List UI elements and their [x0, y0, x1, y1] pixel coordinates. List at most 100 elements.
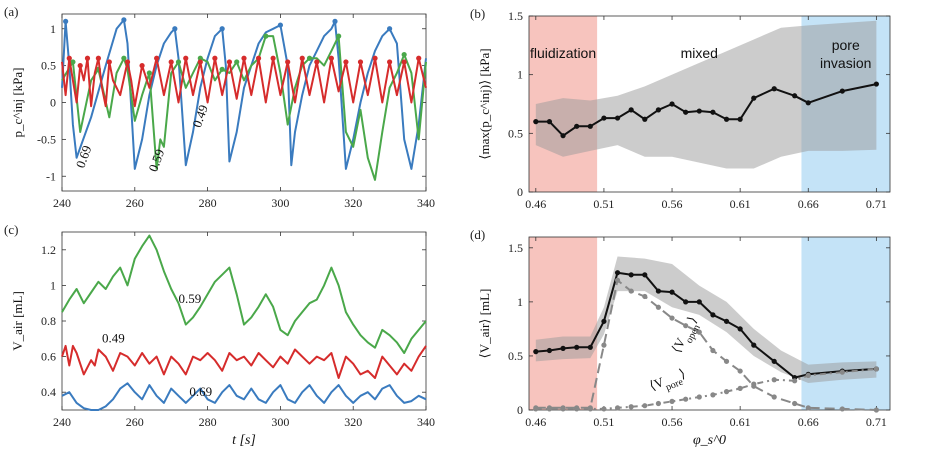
series-v-pore: [535, 367, 877, 410]
spread-band: [535, 256, 877, 383]
data-point: [655, 107, 662, 113]
x-tick-label: 0.71: [866, 415, 887, 429]
data-point: [710, 109, 716, 115]
peak-marker: [387, 59, 393, 65]
data-point: [614, 115, 621, 121]
data-point: [771, 358, 777, 364]
data-point: [771, 394, 777, 400]
data-point: [751, 381, 757, 387]
peak-marker: [285, 59, 291, 65]
region-label: mixed: [681, 45, 718, 61]
region-label: invasion: [820, 55, 871, 71]
data-point: [696, 108, 702, 114]
data-point: [601, 115, 607, 121]
x-tick-label: 0.46: [525, 415, 546, 429]
y-tick-label: 1.5: [508, 241, 523, 255]
x-tick-label: 340: [417, 196, 435, 210]
panel-d: 0.46 0.51 0.56 0.61 0.66 0.7100.511.5⟨Vopen⟩⟨…: [470, 227, 891, 448]
data-point: [546, 347, 553, 354]
data-point: [669, 315, 675, 321]
peak-marker: [219, 26, 225, 32]
peak-marker: [336, 33, 342, 39]
data-point: [642, 403, 648, 409]
data-point: [642, 116, 648, 122]
x-tick-label: 0.61: [730, 415, 751, 429]
data-point: [723, 389, 730, 395]
peak-marker: [183, 55, 189, 61]
data-point: [614, 405, 621, 411]
y-tick-label: 1: [50, 278, 56, 292]
peak-marker: [84, 55, 91, 61]
data-point: [696, 299, 702, 305]
data-point: [614, 277, 621, 283]
annotation-label: ⟨Vpore⟩: [647, 365, 689, 398]
y-tick-label: 0.5: [508, 126, 523, 140]
x-tick-label: 240: [53, 415, 71, 429]
data-point: [792, 400, 798, 407]
data-point: [601, 318, 607, 324]
x-tick-label: 260: [126, 415, 144, 429]
data-point: [642, 272, 648, 278]
peak-marker: [95, 55, 101, 61]
x-tick-label: 240: [53, 196, 71, 210]
x-tick-label: 320: [344, 415, 362, 429]
peak-marker: [332, 18, 338, 24]
data-point: [805, 405, 811, 411]
data-point: [710, 392, 716, 398]
peak-marker: [234, 59, 240, 65]
data-point: [628, 288, 634, 294]
peak-marker: [63, 18, 69, 24]
annotation-label: 0.49: [102, 330, 125, 345]
y-tick-label: 0.5: [508, 349, 523, 363]
data-point: [839, 369, 845, 375]
x-axis-label: φ_s^0: [693, 433, 726, 448]
peak-marker: [270, 55, 276, 61]
y-tick-label: 1: [50, 22, 56, 36]
y-tick-label: 1: [517, 295, 523, 309]
data-point: [533, 119, 539, 125]
panel-label: (c): [4, 222, 18, 237]
data-point: [642, 293, 648, 300]
data-point: [683, 299, 689, 305]
data-point: [723, 116, 730, 122]
y-tick-label: 0: [50, 96, 56, 110]
peak-marker: [328, 55, 334, 61]
region-label: fluidization: [530, 45, 596, 61]
data-point: [805, 100, 811, 106]
data-point: [696, 329, 702, 335]
x-tick-label: 340: [417, 415, 435, 429]
data-point: [805, 372, 811, 378]
axes-frame: [528, 15, 891, 193]
series-0-59: [61, 35, 427, 181]
x-tick-label: 260: [126, 196, 144, 210]
x-tick-label: 0.51: [593, 415, 614, 429]
y-tick-label: 0.4: [41, 385, 56, 399]
peak-marker: [416, 55, 422, 61]
series-v-open: [535, 279, 877, 411]
panel-label: (d): [470, 227, 485, 242]
data-point: [587, 344, 593, 350]
data-point: [737, 326, 743, 332]
region-0: [529, 237, 598, 410]
x-tick-label: 0.61: [730, 197, 751, 211]
peak-marker: [175, 59, 182, 65]
y-axis-label: p_c^inj [kPa]: [10, 67, 25, 137]
data-point: [560, 345, 566, 351]
data-point: [839, 88, 845, 94]
panel-c: 240 260 280 300 320 340 0.4 0.6 0.8 1 1.2 0.59 0.49 0…: [4, 222, 435, 448]
peak-marker: [121, 55, 127, 61]
annotation-label: 0.59: [178, 291, 201, 306]
peak-marker: [219, 66, 225, 72]
data-point: [737, 116, 743, 122]
x-tick-label: 320: [344, 196, 362, 210]
data-point: [546, 406, 553, 412]
x-tick-label: 0.56: [662, 415, 683, 429]
y-axis-label: ⟨max(p_c^inj)⟩ [kPa]: [477, 48, 492, 159]
data-point: [628, 107, 634, 113]
x-tick-label: 300: [271, 196, 289, 210]
data-point: [792, 378, 798, 384]
panel-label: (b): [470, 6, 485, 21]
series-v-air: [535, 271, 877, 379]
data-point: [771, 377, 777, 383]
